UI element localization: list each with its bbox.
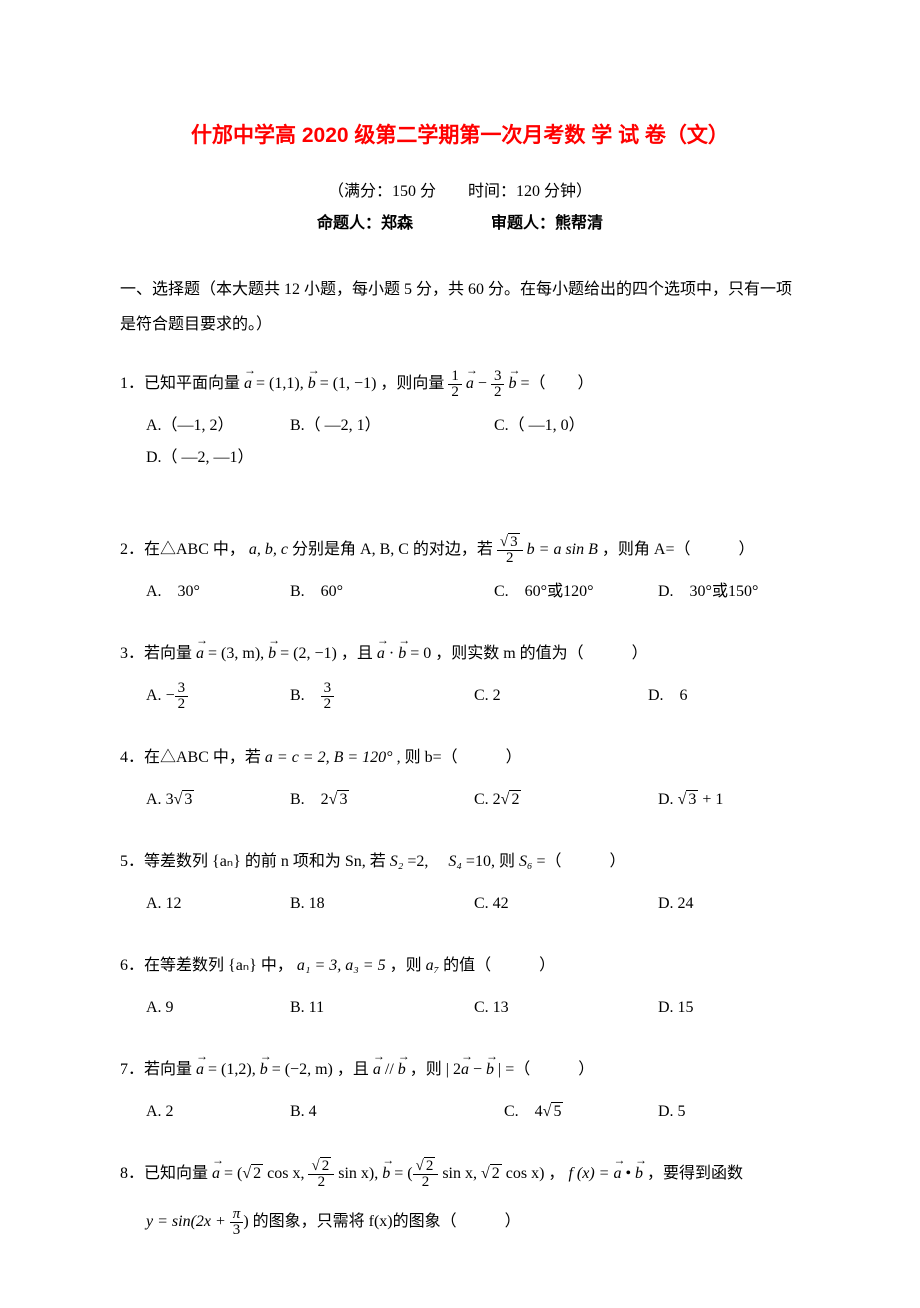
q4-opt-d: D. 3 + 1 <box>658 784 723 816</box>
q7-opt-b: B. 4 <box>290 1096 500 1128</box>
fraction-half: 12 <box>448 369 462 400</box>
question-4: 4．在△ABC 中，若 a = c = 2, B = 120° , 则 b=（ … <box>120 742 800 816</box>
question-6: 6．在等差数列 {aₙ} 中， a₁ = 3, a₃ = 5 ，则 a₇ 的值（… <box>120 950 800 1024</box>
exam-meta: （满分：150 分 时间：120 分钟） <box>120 180 800 204</box>
q7-opt-a: A. 2 <box>146 1096 286 1128</box>
exam-authors: 命题人：郑森 审题人：熊帮清 <box>120 212 800 236</box>
q5-opt-a: A. 12 <box>146 888 286 920</box>
q2-opt-c: C. 60°或120° <box>494 576 654 608</box>
q4-opt-c: C. 22 <box>474 784 654 816</box>
q6-opt-d: D. 15 <box>658 992 694 1024</box>
q6-options: A. 9 B. 11 C. 13 D. 15 <box>146 992 800 1024</box>
q4-options: A. 33 B. 23 C. 22 D. 3 + 1 <box>146 784 800 816</box>
q5-opt-c: C. 42 <box>474 888 654 920</box>
q7-options: A. 2 B. 4 C. 45 D. 5 <box>146 1096 800 1128</box>
q5-opt-d: D. 24 <box>658 888 694 920</box>
sqrt3-over-2: 32 <box>497 535 523 566</box>
question-3: 3．若向量 →a = (3, m), →b = (2, −1) ，且 →a · … <box>120 638 800 712</box>
q6-opt-b: B. 11 <box>290 992 470 1024</box>
question-7: 7．若向量 →a = (1,2), →b = (−2, m) ，且 →a // … <box>120 1054 800 1128</box>
q7-opt-c: C. 45 <box>504 1096 654 1128</box>
q3-opt-b: B. 32 <box>290 680 470 712</box>
exam-title: 什邡中学高 2020 级第二学期第一次月考数 学 试 卷（文） <box>120 120 800 152</box>
vector-a: →a <box>244 368 252 400</box>
fraction-three-half: 32 <box>491 369 505 400</box>
q1-text: 1．已知平面向量 <box>120 375 240 392</box>
q3-opt-c: C. 2 <box>474 680 644 712</box>
reviewer-name: 审题人：熊帮清 <box>491 215 603 232</box>
q7-opt-d: D. 5 <box>658 1096 686 1128</box>
section-1-intro: 一、选择题（本大题共 12 小题，每小题 5 分，共 60 分。在每小题给出的四… <box>120 272 800 342</box>
q2-opt-b: B. 60° <box>290 576 490 608</box>
q2-opt-a: A. 30° <box>146 576 286 608</box>
q4-opt-a: A. 33 <box>146 784 286 816</box>
question-1: 1．已知平面向量 →a = (1,1), →b = (1, −1) ，则向量 1… <box>120 368 800 474</box>
q5-options: A. 12 B. 18 C. 42 D. 24 <box>146 888 800 920</box>
q6-opt-a: A. 9 <box>146 992 286 1024</box>
q3-opt-a: A. −32 <box>146 680 286 712</box>
q1-opt-c: C.（ —1, 0） <box>494 410 694 442</box>
q4-opt-b: B. 23 <box>290 784 470 816</box>
q6-opt-c: C. 13 <box>474 992 654 1024</box>
question-5: 5．等差数列 {aₙ} 的前 n 项和为 Sn, 若 S₂ =2, S₄ =10… <box>120 846 800 920</box>
question-8: 8．已知向量 →a = (2 cos x, 22 sin x), →b = (2… <box>120 1158 800 1238</box>
q3-options: A. −32 B. 32 C. 2 D. 6 <box>146 680 800 712</box>
author-name: 命题人：郑森 <box>317 215 413 232</box>
vector-b: →b <box>308 368 316 400</box>
q2-opt-d: D. 30°或150° <box>658 576 758 608</box>
q3-opt-d: D. 6 <box>648 680 688 712</box>
question-2: 2．在△ABC 中， a, b, c 分别是角 A, B, C 的对边，若 32… <box>120 534 800 608</box>
q1-options: A.（—1, 2） B.（ —2, 1） C.（ —1, 0） D.（ —2, … <box>146 410 800 474</box>
q2-options: A. 30° B. 60° C. 60°或120° D. 30°或150° <box>146 576 800 608</box>
q1-opt-d: D.（ —2, —1） <box>146 442 254 474</box>
q1-opt-b: B.（ —2, 1） <box>290 410 490 442</box>
q1-opt-a: A.（—1, 2） <box>146 410 286 442</box>
q5-opt-b: B. 18 <box>290 888 470 920</box>
q8-line2: y = sin(2x + π3) 的图象，只需将 f(x)的图象（ ） <box>146 1206 800 1238</box>
